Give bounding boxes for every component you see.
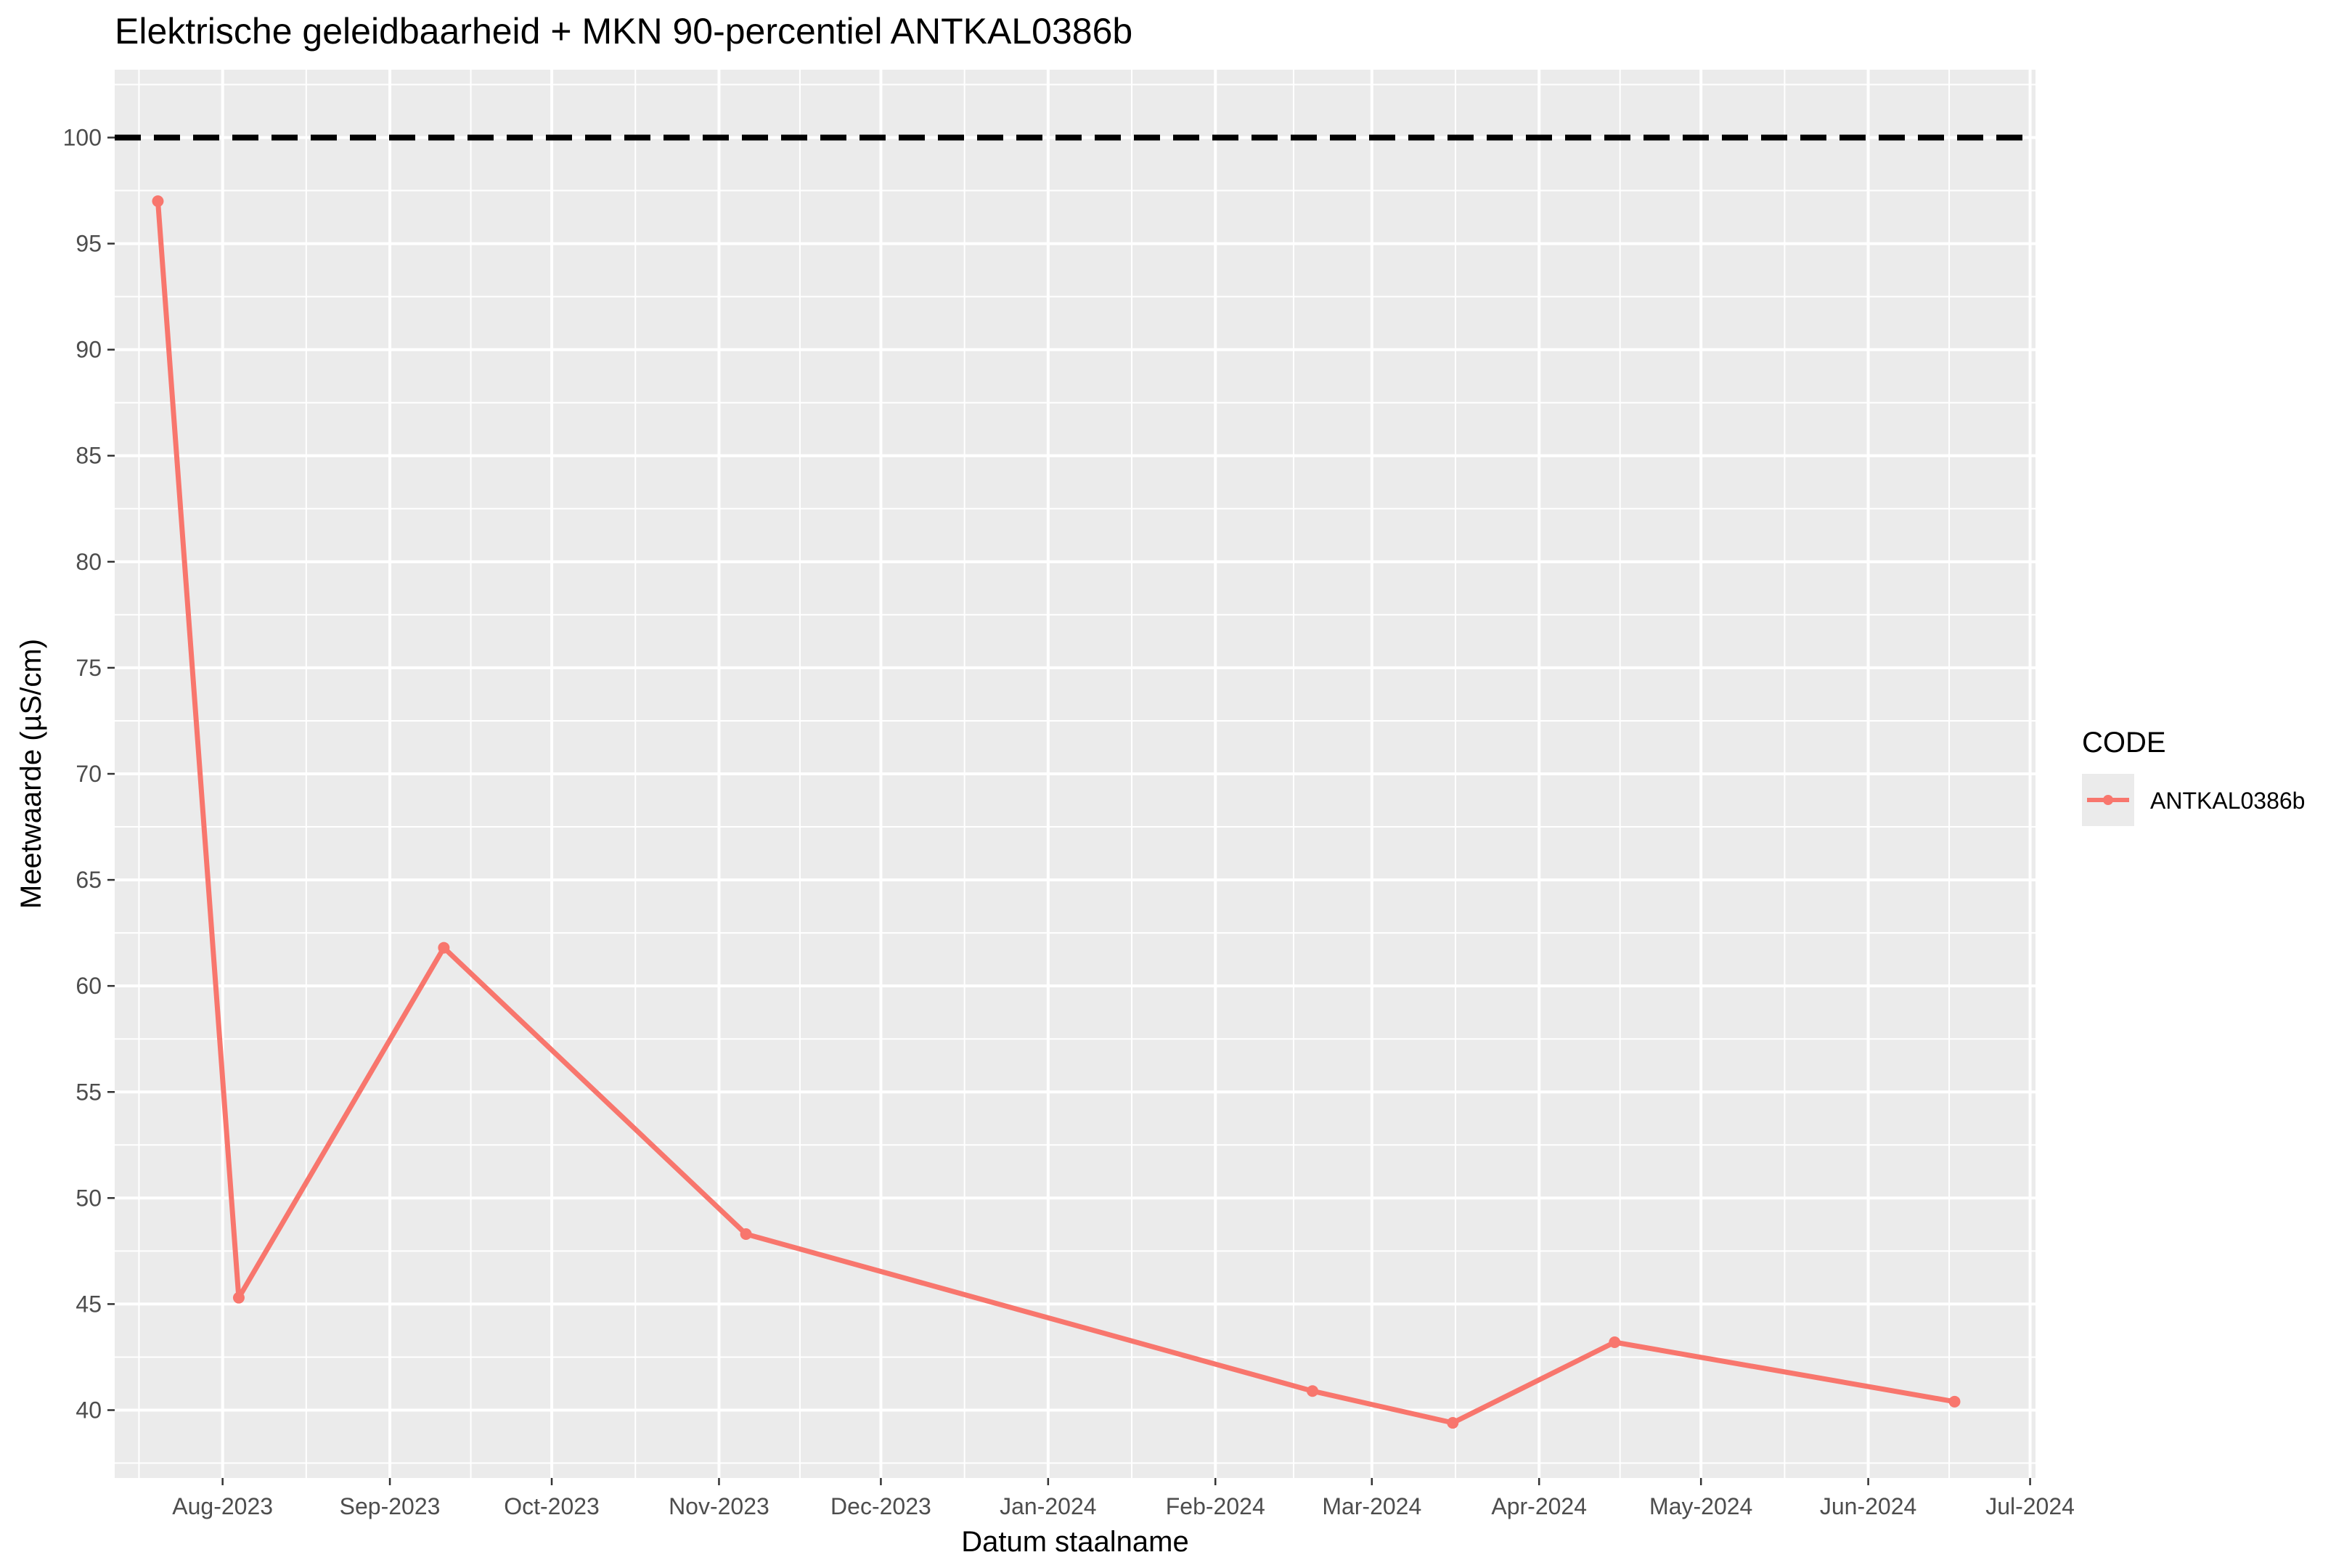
y-tick-label: 50	[75, 1185, 102, 1211]
data-point	[152, 195, 164, 208]
legend: CODE ANTKAL0386b	[2082, 727, 2305, 826]
major-gridlines	[115, 70, 2035, 1478]
y-tick-label: 85	[75, 443, 102, 469]
legend-key-marker	[2103, 795, 2113, 805]
data-point	[232, 1291, 245, 1304]
data-point	[1307, 1385, 1319, 1397]
legend-title: CODE	[2082, 727, 2166, 759]
x-tick-label: Apr-2024	[1491, 1493, 1587, 1519]
x-tick-label: Feb-2024	[1166, 1493, 1265, 1519]
y-axis: 40 45 50 55 60 65 70 75 80 85 90 95 100	[63, 124, 115, 1424]
x-tick-label: Jul-2024	[1985, 1493, 2075, 1519]
y-tick-label: 65	[75, 867, 102, 893]
x-tick-label: Jun-2024	[1820, 1493, 1916, 1519]
y-axis-title: Meetwaarde (µS/cm)	[15, 639, 47, 909]
x-tick-label: Aug-2023	[172, 1493, 273, 1519]
legend-label: ANTKAL0386b	[2150, 788, 2305, 814]
y-tick-label: 60	[75, 973, 102, 999]
y-tick-label: 70	[75, 761, 102, 787]
x-axis: Aug-2023 Sep-2023 Oct-2023 Nov-2023 Dec-2023…	[172, 1478, 2075, 1519]
x-tick-label: Jan-2024	[1000, 1493, 1096, 1519]
data-point	[1447, 1417, 1459, 1429]
x-tick-label: Dec-2023	[830, 1493, 931, 1519]
y-tick-label: 75	[75, 655, 102, 681]
x-axis-title: Datum staalname	[961, 1526, 1188, 1558]
data-point	[1948, 1395, 1961, 1408]
y-tick-label: 95	[75, 231, 102, 257]
y-tick-label: 55	[75, 1079, 102, 1105]
x-tick-label: Nov-2023	[669, 1493, 769, 1519]
y-tick-label: 90	[75, 337, 102, 363]
series-line	[155, 198, 1957, 1426]
series-layer	[152, 195, 1961, 1429]
data-point	[740, 1228, 752, 1241]
x-tick-label: Mar-2024	[1322, 1493, 1421, 1519]
x-tick-label: May-2024	[1649, 1493, 1752, 1519]
y-tick-label: 80	[75, 549, 102, 575]
y-tick-label: 100	[63, 124, 102, 150]
y-tick-label: 40	[75, 1397, 102, 1424]
x-tick-label: Sep-2023	[340, 1493, 441, 1519]
y-tick-label: 45	[75, 1291, 102, 1317]
chart-title: Elektrische geleidbaarheid + MKN 90-perc…	[115, 11, 1132, 52]
data-point	[1609, 1336, 1621, 1349]
x-tick-label: Oct-2023	[504, 1493, 600, 1519]
data-point	[438, 942, 450, 954]
